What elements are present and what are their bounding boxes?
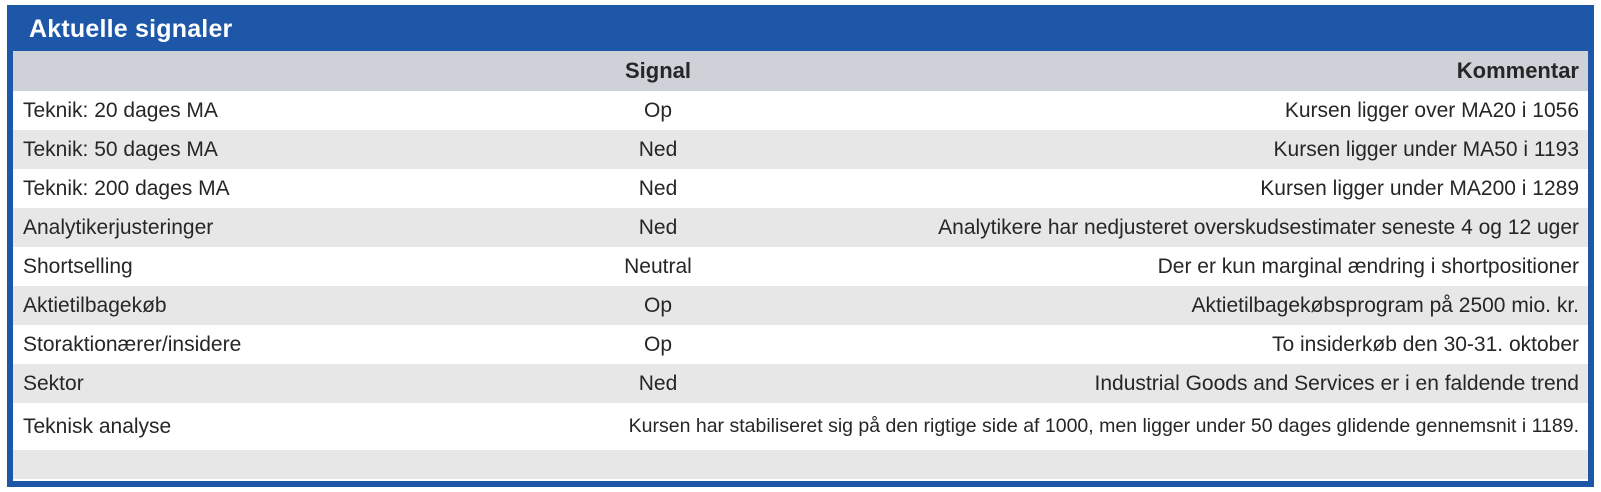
signals-table: Signal Kommentar Teknik: 20 dages MA Op … xyxy=(13,51,1588,479)
row-comment: Der er kun marginal ændring i shortposit… xyxy=(1157,254,1579,278)
row-comment: Kursen ligger under MA200 i 1289 xyxy=(1260,176,1579,200)
row-comment: Analytikere har nedjusteret overskudsest… xyxy=(938,215,1579,239)
row-comment: Kursen har stabiliseret sig på den rigti… xyxy=(628,415,1579,437)
table-row: Shortselling Neutral Der er kun marginal… xyxy=(13,247,1588,286)
row-label: Analytikerjusteringer xyxy=(23,215,214,239)
row-signal: Ned xyxy=(638,137,678,161)
row-signal: Op xyxy=(643,332,672,356)
row-signal: Ned xyxy=(638,176,678,200)
row-label: Teknisk analyse xyxy=(23,414,172,438)
row-label: Teknik: 20 dages MA xyxy=(23,98,218,122)
table-row: Teknik: 50 dages MA Ned Kursen ligger un… xyxy=(13,130,1588,169)
row-signal: Ned xyxy=(638,215,678,239)
row-comment: Industrial Goods and Services er i en fa… xyxy=(1094,371,1579,395)
row-label: Teknik: 50 dages MA xyxy=(23,137,218,161)
column-header-blank xyxy=(13,51,428,91)
table-footer-spacer xyxy=(13,450,1588,479)
row-label: Shortselling xyxy=(23,254,133,278)
row-signal: Ned xyxy=(638,371,678,395)
column-header-signal: Signal xyxy=(624,58,691,83)
row-label: Aktietilbagekøb xyxy=(23,293,167,317)
table-row: Sektor Ned Industrial Goods and Services… xyxy=(13,364,1588,403)
row-comment: Kursen ligger over MA20 i 1056 xyxy=(1284,98,1579,122)
table-row: Analytikerjusteringer Ned Analytikere ha… xyxy=(13,208,1588,247)
row-comment: To insiderkøb den 30-31. oktober xyxy=(1271,332,1579,356)
table-header-row: Signal Kommentar xyxy=(13,51,1588,91)
row-comment: Kursen ligger under MA50 i 1193 xyxy=(1273,137,1579,161)
row-comment: Aktietilbagekøbsprogram på 2500 mio. kr. xyxy=(1191,293,1579,317)
row-signal: Op xyxy=(643,98,672,122)
column-header-kommentar: Kommentar xyxy=(1456,58,1579,83)
panel-title: Aktuelle signaler xyxy=(29,14,233,43)
row-signal: Neutral xyxy=(624,254,692,278)
spacer-cell xyxy=(13,450,1588,479)
row-signal: Op xyxy=(643,293,672,317)
row-label: Sektor xyxy=(23,371,84,395)
table-row: Teknik: 20 dages MA Op Kursen ligger ove… xyxy=(13,91,1588,130)
signals-panel: Aktuelle signaler Signal Kommentar Tekni… xyxy=(7,5,1594,487)
table-row: Storaktionærer/insidere Op To insiderkøb… xyxy=(13,325,1588,364)
table-row: Teknik: 200 dages MA Ned Kursen ligger u… xyxy=(13,169,1588,208)
row-label: Storaktionærer/insidere xyxy=(23,332,242,356)
panel-title-bar: Aktuelle signaler xyxy=(13,11,1588,51)
row-label: Teknik: 200 dages MA xyxy=(23,176,230,200)
table-row: Teknisk analyse Kursen har stabiliseret … xyxy=(13,403,1588,450)
table-row: Aktietilbagekøb Op Aktietilbagekøbsprogr… xyxy=(13,286,1588,325)
